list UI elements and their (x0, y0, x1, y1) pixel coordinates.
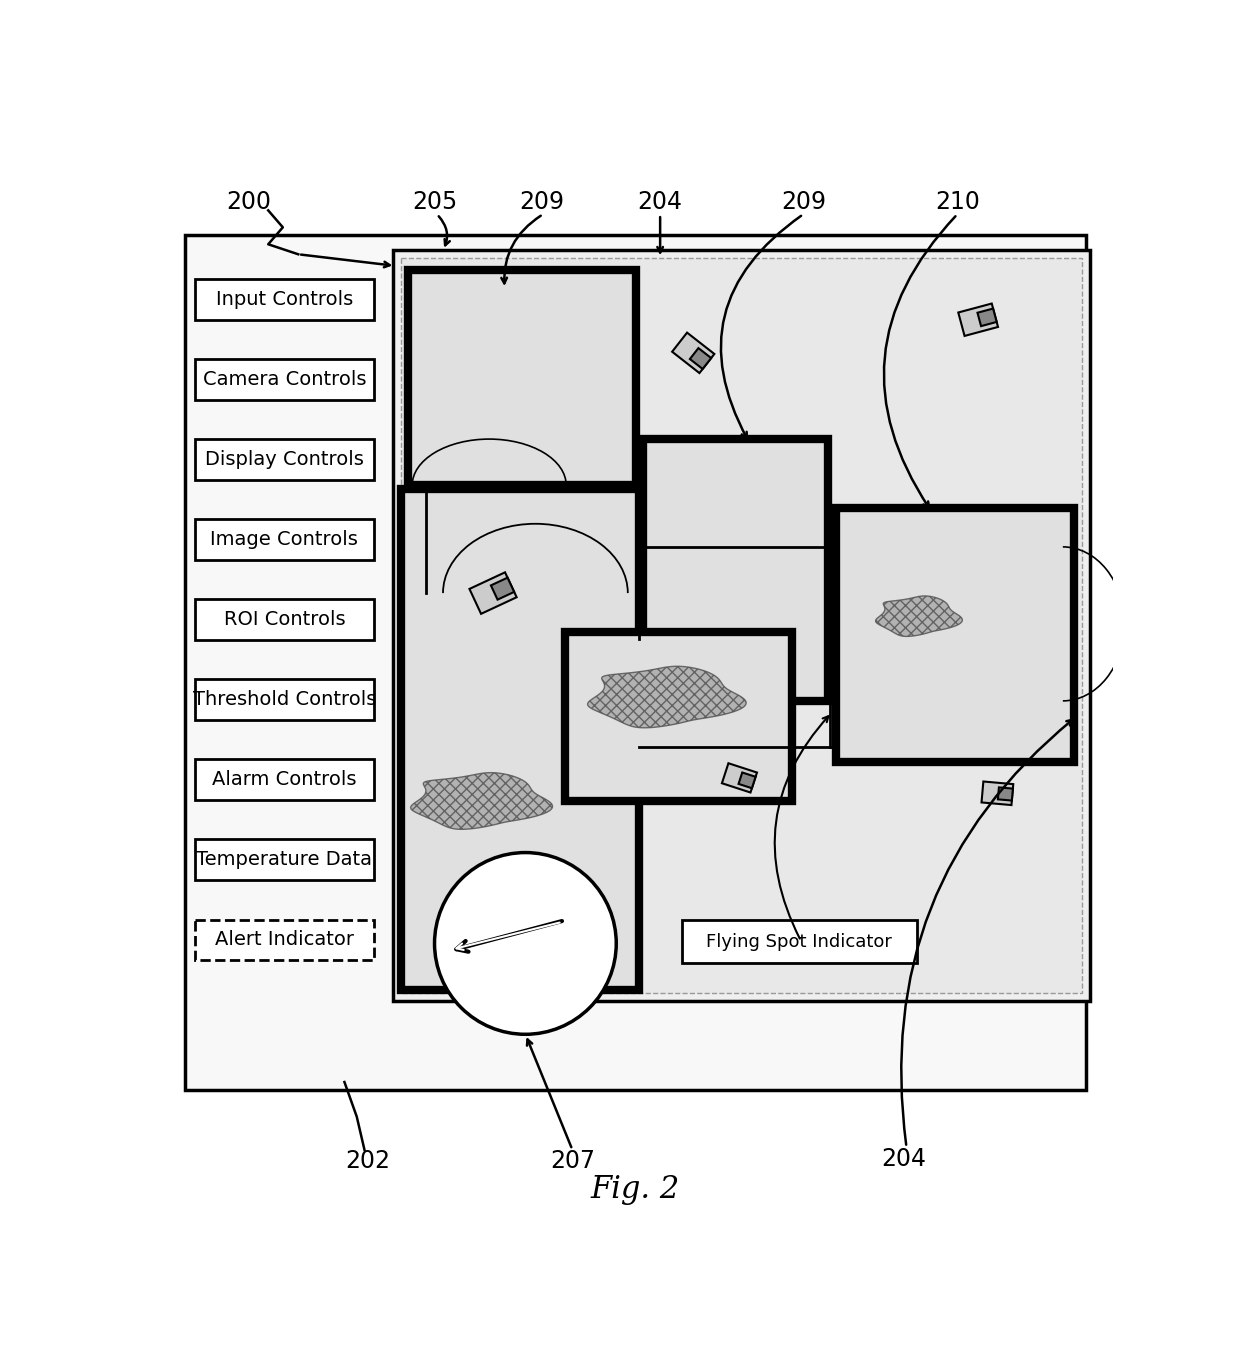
Text: 207: 207 (549, 1149, 595, 1174)
Text: Input Controls: Input Controls (216, 290, 353, 309)
Polygon shape (739, 773, 755, 788)
Text: 204: 204 (637, 190, 683, 214)
Text: 209: 209 (520, 190, 564, 214)
Bar (424, 366, 578, 389)
Bar (682, 920, 916, 963)
Text: 209: 209 (781, 190, 826, 214)
Bar (843, 517, 1066, 755)
Polygon shape (588, 666, 746, 728)
Text: Threshold Controls: Threshold Controls (192, 691, 376, 710)
Circle shape (434, 853, 616, 1035)
Bar (401, 258, 1083, 993)
Polygon shape (977, 309, 997, 326)
Bar (417, 278, 627, 476)
Bar (195, 920, 373, 960)
Polygon shape (470, 572, 517, 614)
Bar (195, 438, 373, 480)
Text: Alert Indicator: Alert Indicator (215, 931, 353, 950)
Bar (195, 519, 373, 560)
Bar (651, 447, 821, 693)
Bar (195, 359, 373, 399)
Polygon shape (410, 773, 553, 830)
Bar (195, 599, 373, 639)
Text: Flying Spot Indicator: Flying Spot Indicator (707, 932, 892, 951)
Bar (195, 759, 373, 800)
Polygon shape (491, 577, 515, 600)
Text: 200: 200 (227, 190, 272, 214)
Text: 204: 204 (880, 1147, 926, 1171)
Text: Alarm Controls: Alarm Controls (212, 770, 357, 789)
Bar (675, 571, 691, 631)
Bar (836, 509, 1074, 762)
Polygon shape (982, 781, 1013, 805)
Polygon shape (998, 788, 1013, 800)
Bar (573, 639, 784, 793)
Bar (393, 251, 1090, 1001)
Text: ROI Controls: ROI Controls (223, 610, 345, 629)
Text: Camera Controls: Camera Controls (202, 370, 366, 389)
Polygon shape (722, 764, 756, 792)
Bar (790, 571, 806, 631)
Text: Temperature Data: Temperature Data (196, 850, 372, 869)
Polygon shape (959, 304, 998, 336)
Text: Image Controls: Image Controls (211, 530, 358, 549)
Bar (564, 631, 792, 801)
Polygon shape (672, 333, 714, 374)
Bar (195, 279, 373, 320)
Bar (644, 438, 828, 701)
Text: Fig. 2: Fig. 2 (591, 1175, 680, 1205)
Bar (195, 680, 373, 720)
Polygon shape (689, 348, 712, 370)
Text: 202: 202 (345, 1149, 391, 1174)
Bar (408, 270, 635, 486)
Text: Display Controls: Display Controls (205, 451, 363, 469)
Bar (401, 490, 640, 990)
Text: 205: 205 (413, 190, 458, 214)
Polygon shape (875, 596, 962, 637)
Text: 210: 210 (935, 190, 980, 214)
Bar (195, 839, 373, 881)
Bar (424, 297, 523, 366)
Bar (185, 235, 1086, 1090)
